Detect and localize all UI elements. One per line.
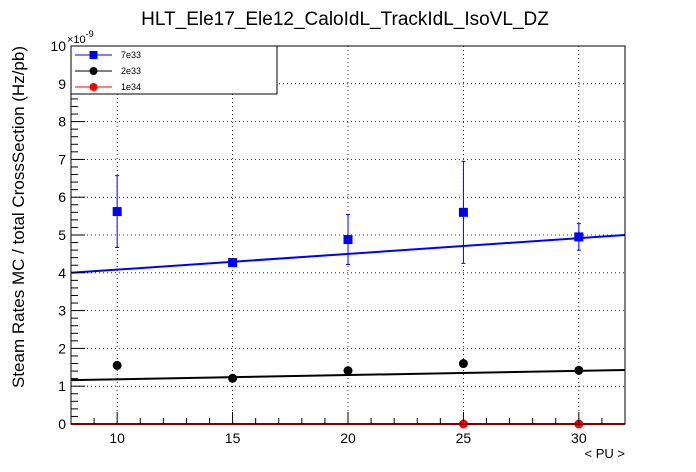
data-point-7e33	[458, 207, 468, 217]
x-tick-label: 25	[456, 430, 472, 446]
y-tick-label: 10	[50, 38, 66, 54]
data-point-7e33	[112, 207, 122, 217]
y-axis-multiplier: ×10-9	[67, 29, 94, 46]
legend-marker-1e34	[89, 83, 98, 91]
y-multiplier-base: ×10	[67, 34, 86, 46]
y-tick-label: 2	[58, 340, 66, 356]
legend-label-2e33: 2e33	[121, 66, 141, 76]
legend-box	[70, 45, 278, 95]
x-tick-label: 30	[571, 430, 587, 446]
y-tick-label: 1	[58, 378, 66, 394]
legend-label-1e34: 1e34	[121, 82, 141, 92]
data-point-7e33	[343, 235, 353, 245]
x-tick-labels: 10 15 20 25 30	[109, 430, 586, 446]
y-tick-label: 6	[58, 189, 66, 205]
legend: 7e33 2e33 1e34	[70, 45, 278, 95]
error-bars	[115, 160, 581, 266]
y-tick-labels: 0 1 2 3 4 5 6 7 8 9 10	[50, 38, 66, 432]
data-point-2e33	[228, 373, 238, 383]
x-tick-label: 10	[109, 430, 125, 446]
data-point-2e33	[343, 366, 353, 376]
data-point-7e33	[574, 232, 584, 242]
y-tick-label: 9	[58, 76, 66, 92]
y-tick-label: 5	[58, 227, 66, 243]
data-point-2e33	[112, 360, 122, 370]
x-tick-label: 15	[225, 430, 241, 446]
y-tick-label: 3	[58, 303, 66, 319]
data-points	[112, 207, 584, 429]
chart-title: HLT_Ele17_Ele12_CaloIdL_TrackIdL_IsoVL_D…	[141, 9, 549, 30]
y-multiplier-exponent: -9	[86, 29, 94, 39]
y-tick-label: 7	[58, 151, 66, 167]
data-point-7e33	[228, 258, 238, 268]
legend-marker-7e33	[89, 51, 98, 59]
y-tick-label: 0	[58, 416, 66, 432]
legend-marker-2e33	[89, 67, 98, 75]
y-tick-label: 4	[58, 265, 66, 281]
data-point-2e33	[458, 359, 468, 369]
legend-label-7e33: 7e33	[121, 50, 141, 60]
x-tick-label: 20	[340, 430, 356, 446]
data-point-2e33	[574, 365, 584, 375]
x-axis-label: < PU >	[585, 446, 625, 461]
y-axis-label: Steam Rates MC / total CrossSection (Hz/…	[9, 46, 28, 388]
y-tick-label: 8	[58, 114, 66, 130]
